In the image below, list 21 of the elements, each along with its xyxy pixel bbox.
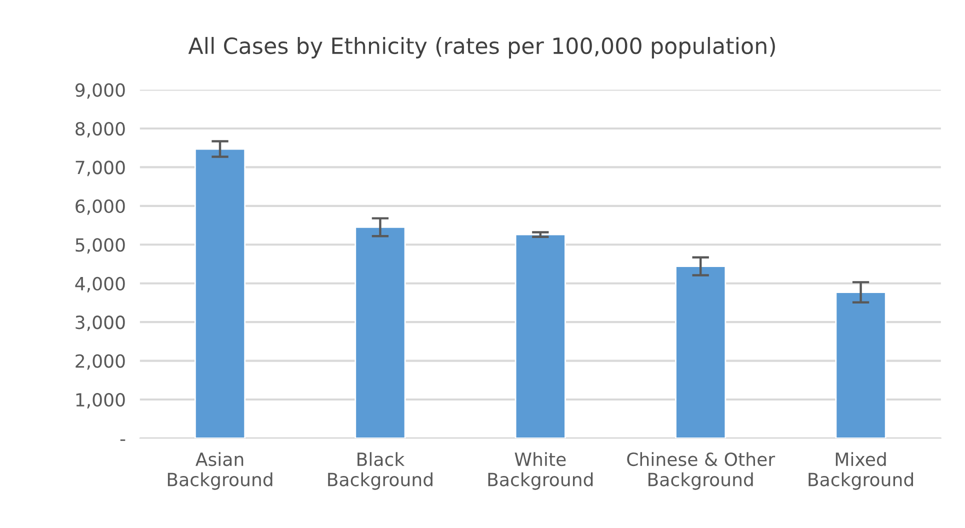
bar <box>835 292 886 438</box>
x-tick-label: Chinese & Other Background <box>627 452 776 490</box>
y-tick-label: 9,000 <box>75 83 125 99</box>
y-tick-label: - <box>120 439 126 441</box>
y-tick-label: 5,000 <box>76 238 125 254</box>
y-tick-label: 2,000 <box>76 354 125 370</box>
chart-title: All Cases by Ethnicity (rates per 100,000 population) <box>188 36 775 58</box>
bar <box>514 234 566 438</box>
x-tick-label: Asian Background <box>168 452 272 490</box>
x-tick-label: Black Background <box>328 452 432 490</box>
bar <box>194 148 246 438</box>
y-tick-label: 4,000 <box>75 276 125 292</box>
y-tick-label: 8,000 <box>76 122 125 138</box>
y-tick-label: 3,000 <box>76 316 125 332</box>
bar <box>354 226 406 438</box>
x-tick-label: White Background <box>488 452 593 490</box>
y-tick-label: 1,000 <box>76 392 125 408</box>
y-tick-label: 7,000 <box>76 160 125 176</box>
bar <box>675 266 726 438</box>
y-tick-label: 6,000 <box>76 199 125 215</box>
x-tick-label: Mixed Background <box>808 452 913 490</box>
